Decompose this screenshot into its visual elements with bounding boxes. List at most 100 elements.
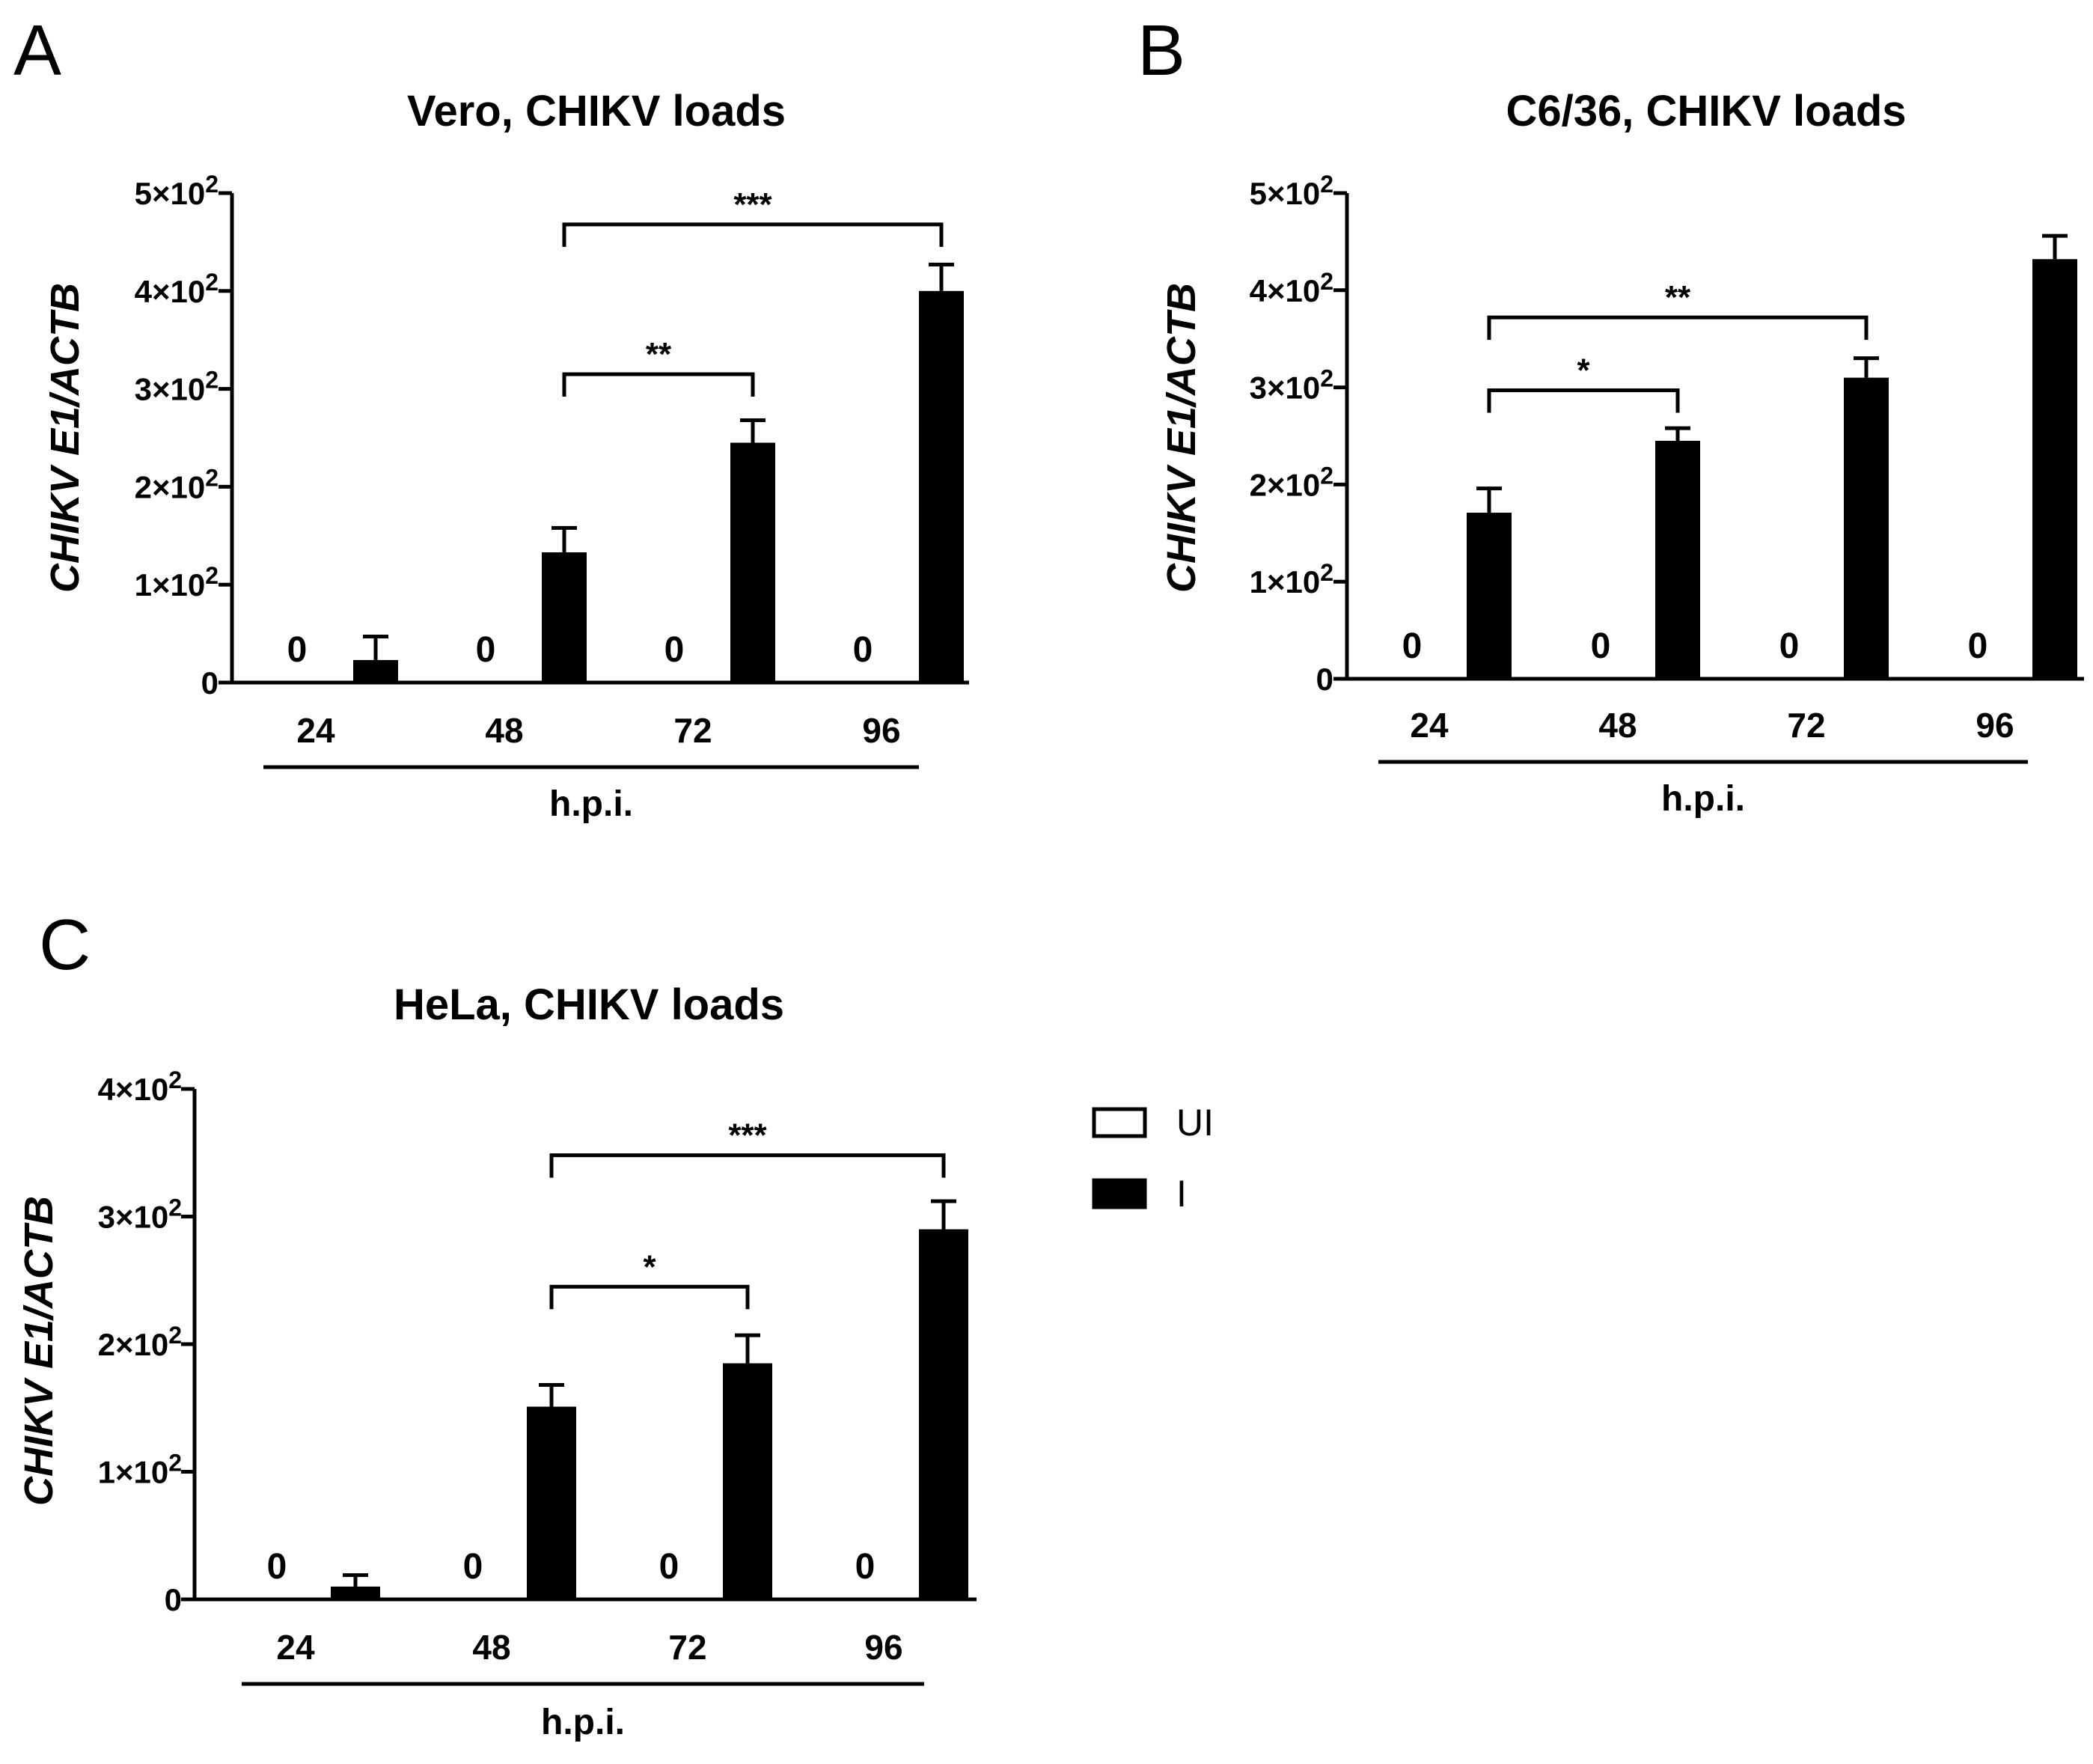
y-tick-mantissa: 2×10 bbox=[1250, 467, 1321, 502]
significance-label: ** bbox=[1665, 279, 1691, 316]
y-axis-label-part: ACTB bbox=[16, 1196, 61, 1310]
y-tick-label: 1×102 bbox=[1250, 559, 1333, 599]
legend-label: UI bbox=[1176, 1102, 1214, 1144]
bar-infected bbox=[2032, 259, 2077, 679]
y-axis-label-part: ACTB bbox=[1159, 283, 1204, 397]
ui-bar-value-label: 0 bbox=[1591, 626, 1611, 666]
y-tick-label: 0 bbox=[1316, 662, 1333, 697]
y-tick-label: 3×102 bbox=[1250, 365, 1333, 406]
x-tick-label: 72 bbox=[1787, 706, 1825, 745]
ui-bar-value-label: 0 bbox=[1779, 626, 1800, 666]
bar-infected bbox=[331, 1586, 380, 1599]
y-tick-exponent: 2 bbox=[205, 464, 219, 491]
ui-bar-value-label: 0 bbox=[853, 630, 873, 670]
x-tick-label: 48 bbox=[1598, 706, 1637, 745]
y-axis-label: CHIKV E1/ACTB bbox=[43, 283, 88, 593]
y-tick-mantissa: 5×10 bbox=[135, 176, 206, 211]
y-tick-exponent: 2 bbox=[168, 1450, 182, 1477]
y-axis-label-part: ACTB bbox=[43, 283, 88, 397]
legend-swatch-ui bbox=[1092, 1107, 1147, 1138]
significance-bracket bbox=[549, 1153, 946, 1178]
panel-letter: A bbox=[13, 10, 61, 91]
y-tick-label: 3×102 bbox=[98, 1194, 182, 1235]
y-tick-mantissa: 4×10 bbox=[135, 274, 206, 309]
y-axis-label-part: CHIKV E1 bbox=[16, 1319, 61, 1506]
panel-letter: C bbox=[39, 905, 91, 985]
y-tick-mantissa: 1×10 bbox=[98, 1455, 169, 1490]
bar-infected bbox=[542, 552, 587, 683]
y-tick-exponent: 2 bbox=[1320, 559, 1333, 586]
y-tick-label: 0 bbox=[165, 1582, 182, 1617]
x-tick-label: 72 bbox=[673, 711, 712, 750]
bar-infected bbox=[1467, 513, 1512, 679]
ui-bar-value-label: 0 bbox=[463, 1547, 483, 1587]
x-tick-label: 48 bbox=[472, 1628, 510, 1667]
y-tick-exponent: 2 bbox=[168, 1322, 182, 1349]
legend-label: I bbox=[1176, 1173, 1187, 1215]
panel-letter: B bbox=[1137, 10, 1185, 91]
significance-bracket bbox=[1487, 388, 1680, 413]
x-axis-label: h.p.i. bbox=[1661, 779, 1745, 819]
y-tick-exponent: 2 bbox=[1320, 268, 1333, 295]
y-tick-label: 5×102 bbox=[1250, 171, 1333, 211]
y-tick-label: 1×102 bbox=[135, 562, 219, 602]
x-tick-label: 24 bbox=[1410, 706, 1449, 745]
y-tick-mantissa: 0 bbox=[165, 1582, 182, 1617]
chart-title: HeLa, CHIKV loads bbox=[394, 980, 784, 1029]
y-tick-label: 0 bbox=[201, 665, 219, 701]
y-tick-label: 5×102 bbox=[135, 171, 219, 211]
y-tick-mantissa: 4×10 bbox=[98, 1072, 169, 1107]
y-tick-label: 4×102 bbox=[98, 1066, 182, 1107]
significance-bracket bbox=[562, 222, 944, 247]
ui-bar-value-label: 0 bbox=[267, 1547, 287, 1587]
significance-label: * bbox=[643, 1248, 656, 1285]
x-tick-label: 96 bbox=[864, 1628, 902, 1667]
ui-bar-value-label: 0 bbox=[476, 630, 496, 670]
y-tick-exponent: 2 bbox=[1320, 365, 1333, 392]
x-tick-label: 72 bbox=[668, 1628, 706, 1667]
bar-infected bbox=[527, 1406, 576, 1599]
y-tick-mantissa: 4×10 bbox=[1250, 273, 1321, 308]
y-tick-exponent: 2 bbox=[205, 562, 219, 589]
bar-infected bbox=[730, 442, 775, 683]
ui-bar-value-label: 0 bbox=[659, 1547, 679, 1587]
y-tick-mantissa: 1×10 bbox=[1250, 564, 1321, 599]
bar-infected bbox=[353, 659, 398, 683]
y-tick-label: 4×102 bbox=[1250, 268, 1333, 308]
y-tick-exponent: 2 bbox=[205, 269, 219, 296]
x-tick-label: 24 bbox=[276, 1628, 315, 1667]
y-axis-label-part: CHIKV E1 bbox=[1159, 406, 1204, 593]
y-tick-label: 4×102 bbox=[135, 269, 219, 309]
significance-label: * bbox=[1577, 352, 1590, 388]
chart-title: Vero, CHIKV loads bbox=[407, 87, 786, 135]
y-axis-label-part: / bbox=[16, 1304, 61, 1321]
significance-label: *** bbox=[728, 1117, 767, 1154]
ui-bar-value-label: 0 bbox=[287, 630, 308, 670]
y-tick-label: 3×102 bbox=[135, 367, 219, 407]
bar-infected bbox=[1844, 377, 1889, 679]
chart-title: C6/36, CHIKV loads bbox=[1506, 87, 1906, 135]
y-axis-label: CHIKV E1/ACTB bbox=[1159, 283, 1204, 593]
y-tick-mantissa: 1×10 bbox=[135, 567, 206, 602]
significance-bracket bbox=[562, 372, 755, 397]
significance-bracket bbox=[1487, 315, 1869, 341]
x-axis-label: h.p.i. bbox=[549, 784, 633, 824]
ui-bar-value-label: 0 bbox=[1402, 626, 1423, 666]
y-tick-mantissa: 2×10 bbox=[98, 1327, 169, 1362]
y-tick-label: 2×102 bbox=[1250, 462, 1333, 502]
y-tick-exponent: 2 bbox=[1320, 462, 1333, 489]
x-axis-label: h.p.i. bbox=[541, 1703, 625, 1742]
y-tick-label: 2×102 bbox=[98, 1322, 182, 1362]
y-tick-mantissa: 3×10 bbox=[135, 372, 206, 407]
y-axis-label-part: CHIKV E1 bbox=[43, 406, 88, 593]
y-tick-exponent: 2 bbox=[205, 171, 219, 198]
x-tick-label: 96 bbox=[862, 711, 900, 750]
y-tick-label: 2×102 bbox=[135, 464, 219, 504]
y-tick-mantissa: 5×10 bbox=[1250, 176, 1321, 211]
y-axis-label-part: / bbox=[43, 391, 88, 408]
significance-label: *** bbox=[733, 186, 772, 223]
x-tick-label: 48 bbox=[485, 711, 523, 750]
legend-swatch-i bbox=[1092, 1178, 1147, 1209]
